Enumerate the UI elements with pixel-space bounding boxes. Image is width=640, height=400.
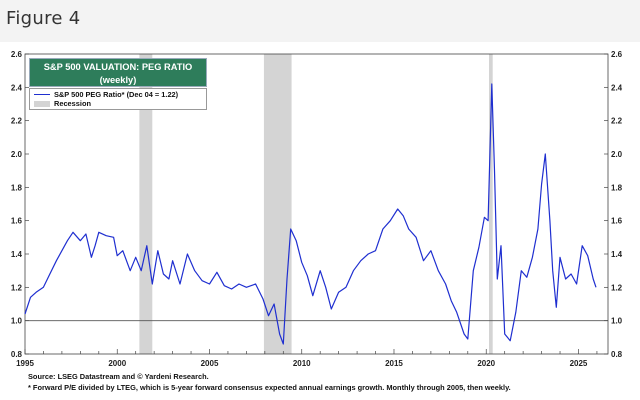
y-tick-label-left: 1.8 bbox=[11, 183, 23, 192]
y-tick-label-right: 2.6 bbox=[611, 50, 623, 59]
y-tick-label-right: 1.8 bbox=[611, 183, 623, 192]
y-tick-label-right: 1.6 bbox=[611, 217, 623, 226]
legend: S&P 500 PEG Ratio* (Dec 04 = 1.22) Reces… bbox=[29, 88, 207, 110]
y-tick-label-right: 2.4 bbox=[611, 83, 623, 92]
x-tick-label: 2025 bbox=[570, 359, 588, 368]
legend-recession-swatch bbox=[34, 100, 50, 107]
legend-item-recession: Recession bbox=[34, 99, 91, 108]
y-tick-label-left: 1.0 bbox=[11, 317, 23, 326]
y-tick-label-left: 2.6 bbox=[11, 50, 23, 59]
plot-frame bbox=[24, 53, 609, 355]
y-tick-label-right: 2.2 bbox=[611, 117, 623, 126]
figure-heading: Figure 4 bbox=[6, 8, 81, 29]
x-tick-label: 2005 bbox=[201, 359, 219, 368]
y-tick-label-left: 0.8 bbox=[11, 350, 23, 359]
chart-title-box: S&P 500 VALUATION: PEG RATIO (weekly) bbox=[29, 58, 207, 87]
footnote-source: Source: LSEG Datastream and © Yardeni Re… bbox=[28, 372, 209, 381]
y-tick-label-left: 2.4 bbox=[11, 83, 23, 92]
y-tick-label-left: 1.6 bbox=[11, 217, 23, 226]
tick-labels: 0.8 0.8 1.0 1.0 1.2 1.2 1.4 1.4 1.6 1.6 1.8 1.8 2.0 2… bbox=[11, 50, 623, 368]
series-line-0 bbox=[24, 83, 597, 345]
y-tick-label-right: 2.0 bbox=[611, 150, 623, 159]
y-tick-label-right: 1.4 bbox=[611, 250, 623, 259]
x-tick-label: 2000 bbox=[108, 359, 126, 368]
y-tick-label-right: 0.8 bbox=[611, 350, 623, 359]
y-tick-label-left: 2.0 bbox=[11, 150, 23, 159]
chart-svg: 0.8 0.8 1.0 1.0 1.2 1.2 1.4 1.4 1.6 1.6 1.8 1.8 2.0 2… bbox=[11, 50, 623, 368]
footnote-definition: * Forward P/E divided by LTEG, which is … bbox=[28, 383, 511, 392]
chart-title: S&P 500 VALUATION: PEG RATIO bbox=[43, 62, 193, 72]
y-tick-label-left: 1.2 bbox=[11, 283, 23, 292]
x-tick-label: 2015 bbox=[385, 359, 403, 368]
grid-and-frame bbox=[24, 53, 609, 355]
recession-band-0 bbox=[139, 54, 153, 354]
recession-band-2 bbox=[489, 54, 493, 354]
chart-panel: 0.8 0.8 1.0 1.0 1.2 1.2 1.4 1.4 1.6 1.6 1.8 1.8 2.0 2… bbox=[0, 42, 640, 400]
x-tick-label: 2020 bbox=[477, 359, 495, 368]
recession-band-1 bbox=[263, 54, 292, 354]
recession-bands bbox=[139, 54, 493, 354]
x-tick-label: 1995 bbox=[16, 359, 34, 368]
legend-recession-label: Recession bbox=[54, 99, 91, 108]
series-group bbox=[24, 83, 597, 345]
chart-subtitle: (weekly) bbox=[99, 75, 137, 85]
y-tick-label-right: 1.0 bbox=[611, 317, 623, 326]
y-tick-label-right: 1.2 bbox=[611, 283, 623, 292]
y-tick-label-left: 2.2 bbox=[11, 117, 23, 126]
legend-series-label: S&P 500 PEG Ratio* (Dec 04 = 1.22) bbox=[54, 90, 179, 99]
legend-item-series: S&P 500 PEG Ratio* (Dec 04 = 1.22) bbox=[34, 90, 178, 99]
legend-series-swatch bbox=[34, 94, 50, 95]
x-tick-label: 2010 bbox=[293, 359, 311, 368]
y-tick-label-left: 1.4 bbox=[11, 250, 23, 259]
